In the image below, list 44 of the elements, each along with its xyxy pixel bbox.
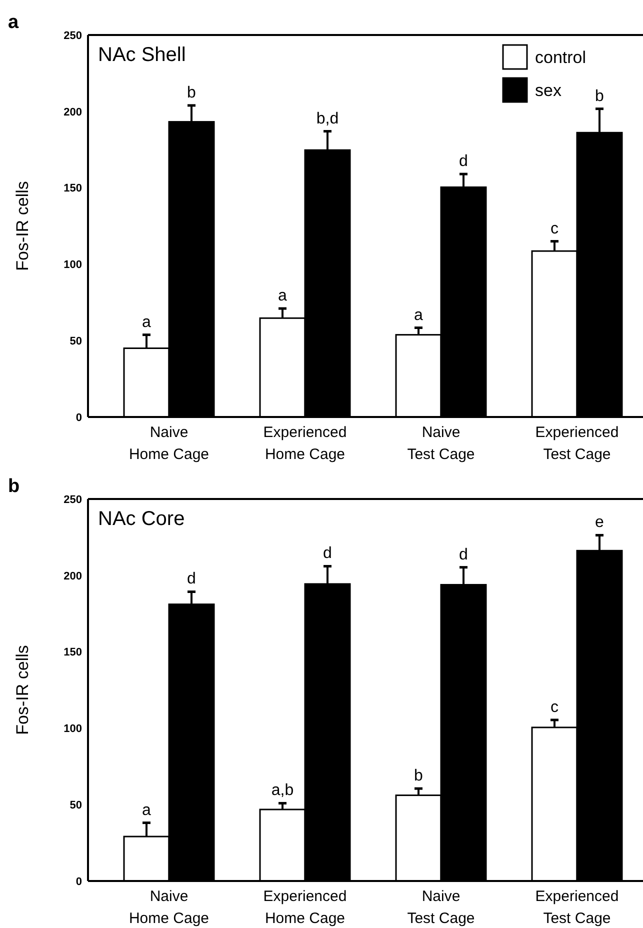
data-label: a xyxy=(142,314,152,331)
data-label: d xyxy=(187,570,196,588)
y-axis-title: Fos-IR cells xyxy=(13,181,32,271)
x-tick-label: Experienced Test Cage xyxy=(535,424,619,463)
y-axis-title: Fos-IR cells xyxy=(13,645,32,735)
x-tick-label: Experienced Home Cage xyxy=(263,424,347,463)
x-tick-label: Experienced Test Cage xyxy=(535,888,619,927)
y-tick-label: 50 xyxy=(70,799,82,812)
y-tick-label: 250 xyxy=(64,494,82,506)
y-tick-label: 150 xyxy=(64,646,82,659)
data-label: e xyxy=(595,514,604,532)
data-label: a xyxy=(414,306,424,324)
y-tick-label: 0 xyxy=(76,412,82,424)
y-tick-label: 100 xyxy=(64,723,82,736)
x-tick-label: Naive Test Cage xyxy=(407,424,475,463)
data-label: d xyxy=(459,546,468,564)
data-label: d xyxy=(323,545,332,562)
x-tick-label: Naive Test Cage xyxy=(407,888,475,927)
y-tick-label: 100 xyxy=(64,259,82,272)
x-tick-label: Naive Home Cage xyxy=(128,888,210,927)
y-tick-label: 0 xyxy=(76,876,82,888)
y-tick-label: 150 xyxy=(64,182,82,195)
chart-title: NAc Shell xyxy=(98,44,186,66)
data-label: b xyxy=(595,88,604,105)
y-tick-label: 250 xyxy=(64,30,82,42)
data-label: d xyxy=(459,153,468,170)
x-tick-label: Naive Home Cage xyxy=(128,424,210,463)
data-label: c xyxy=(550,698,558,716)
data-label: c xyxy=(550,220,558,238)
text: b xyxy=(8,476,20,497)
y-tick-label: 50 xyxy=(70,335,82,348)
chart-title: NAc Core xyxy=(98,508,185,530)
text: a xyxy=(8,12,19,33)
data-label: a xyxy=(142,802,152,819)
data-label: a,b xyxy=(271,782,294,800)
data-label: b,d xyxy=(316,110,339,128)
x-tick-label: Experienced Home Cage xyxy=(263,888,347,927)
legend-label: control xyxy=(535,48,586,67)
legend-label: sex xyxy=(535,81,562,100)
y-tick-label: 200 xyxy=(64,106,82,118)
data-label: b xyxy=(414,768,424,785)
y-tick-label: 200 xyxy=(64,570,82,582)
data-label: a xyxy=(278,288,288,305)
data-label: b xyxy=(187,84,196,102)
